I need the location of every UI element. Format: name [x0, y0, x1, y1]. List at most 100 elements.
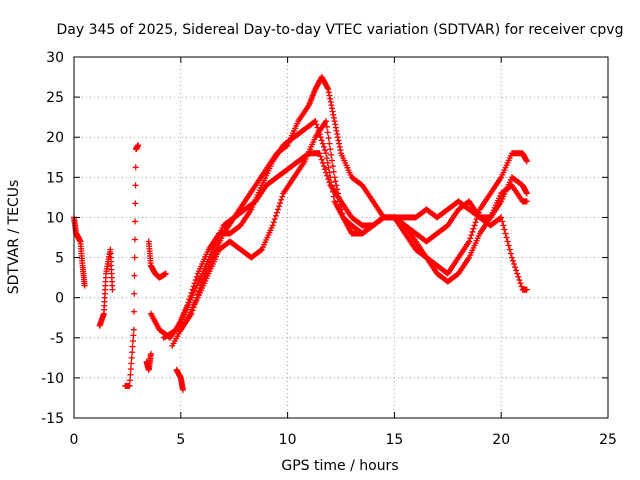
data-point-marker — [329, 157, 336, 164]
data-point-marker — [127, 371, 134, 378]
data-point-marker — [130, 326, 137, 333]
data-point-marker — [131, 272, 138, 279]
data-point-marker — [131, 308, 138, 315]
data-point-marker — [257, 247, 264, 254]
data-point-marker — [278, 196, 285, 203]
data-point-marker — [271, 216, 278, 223]
x-tick-label: 15 — [385, 432, 403, 448]
data-point-marker — [127, 366, 134, 373]
data-point-marker — [312, 118, 319, 125]
y-tick-label: 20 — [46, 130, 64, 146]
data-point-marker — [474, 212, 481, 219]
data-point-marker — [190, 304, 197, 311]
y-tick-label: 15 — [46, 170, 64, 186]
data-point-marker — [188, 310, 195, 317]
data-point-marker — [323, 118, 330, 125]
data-point-marker — [318, 156, 325, 163]
data-point-marker — [195, 288, 202, 295]
data-point-marker — [503, 234, 510, 241]
x-tick-label: 10 — [279, 432, 297, 448]
data-point-marker — [109, 286, 116, 293]
data-point-marker — [132, 218, 139, 225]
data-point-marker — [269, 222, 276, 229]
data-point-marker — [325, 175, 332, 182]
series-trace-i — [143, 350, 154, 373]
data-point-marker — [324, 129, 331, 136]
data-point-marker — [499, 218, 506, 225]
data-point-marker — [128, 354, 135, 361]
data-point-marker — [273, 209, 280, 216]
data-point-marker — [318, 137, 325, 144]
data-point-marker — [506, 246, 513, 253]
plot-frame — [73, 56, 609, 419]
data-point-marker — [193, 273, 200, 280]
data-point-marker — [129, 337, 136, 344]
data-point-marker — [326, 179, 333, 186]
data-point-marker — [514, 270, 521, 277]
x-tick-label: 25 — [599, 432, 617, 448]
data-point-marker — [516, 277, 523, 284]
data-point-marker — [467, 235, 474, 242]
series-trace-h — [145, 238, 169, 281]
data-point-marker — [515, 273, 522, 280]
data-point-marker — [323, 155, 330, 162]
series-trace-f — [96, 246, 116, 329]
data-point-marker — [327, 146, 334, 153]
data-point-marker — [189, 307, 196, 314]
data-point-marker — [505, 242, 512, 249]
data-point-marker — [135, 142, 142, 149]
data-point-marker — [500, 222, 507, 229]
x-tick-label: 20 — [492, 432, 510, 448]
x-tick-label: 5 — [176, 432, 185, 448]
series-trace-b — [160, 118, 530, 341]
data-point-marker — [324, 172, 331, 179]
data-point-marker — [513, 267, 520, 274]
data-point-marker — [194, 291, 201, 298]
data-point-marker — [466, 238, 473, 245]
data-point-marker — [270, 219, 277, 226]
data-point-marker — [323, 169, 330, 176]
data-point-marker — [497, 215, 504, 222]
data-point-marker — [126, 377, 133, 384]
data-point-marker — [130, 332, 137, 339]
data-point-marker — [187, 293, 194, 300]
data-point-marker — [162, 270, 169, 277]
data-point-marker — [473, 216, 480, 223]
data-point-marker — [188, 289, 195, 296]
data-point-marker — [323, 150, 330, 157]
data-point-marker — [129, 349, 136, 356]
data-point-marker — [132, 200, 139, 207]
data-point-marker — [190, 283, 197, 290]
data-point-marker — [316, 150, 323, 157]
data-point-marker — [192, 297, 199, 304]
data-point-marker — [128, 360, 135, 367]
data-point-marker — [523, 198, 530, 205]
data-point-marker — [198, 281, 205, 288]
y-axis-label: SDTVAR / TECUs — [6, 180, 22, 295]
data-point-marker — [320, 143, 327, 150]
x-axis-label: GPS time / hours — [281, 458, 398, 474]
data-point-marker — [512, 264, 519, 271]
data-point-marker — [339, 210, 346, 217]
data-point-marker — [329, 163, 336, 170]
data-point-marker — [321, 166, 328, 173]
data-point-marker — [317, 134, 324, 141]
data-point-marker — [129, 343, 136, 350]
data-point-marker — [511, 260, 518, 267]
data-point-marker — [185, 299, 192, 306]
data-point-marker — [331, 174, 338, 181]
data-point-marker — [189, 286, 196, 293]
data-point-marker — [279, 193, 286, 200]
y-tick-label: -15 — [41, 411, 64, 427]
data-point-marker — [193, 294, 200, 301]
data-point-marker — [191, 280, 198, 287]
chart-title: Day 345 of 2025, Sidereal Day-to-day VTE… — [57, 22, 624, 38]
data-point-marker — [326, 140, 333, 147]
data-point-marker — [274, 206, 281, 213]
x-tick-label: 0 — [70, 432, 79, 448]
data-point-marker — [333, 182, 340, 189]
axis-ticks: 0 5 10 15 20 25 -15 -10 -5 0 5 10 15 20 25 30 — [41, 50, 617, 448]
y-tick-label: 10 — [46, 210, 64, 226]
grid-lines — [74, 57, 608, 418]
y-tick-label: 30 — [46, 50, 64, 66]
